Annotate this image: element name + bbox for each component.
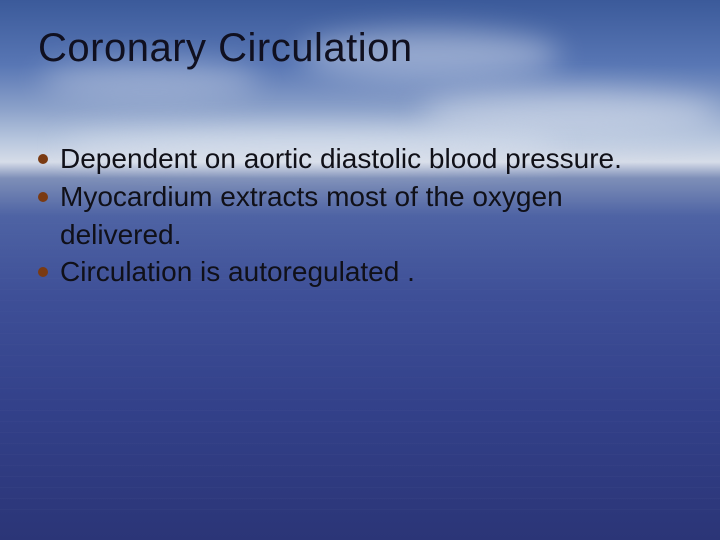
- slide-body: Dependent on aortic diastolic blood pres…: [38, 140, 680, 291]
- bullet-item: Dependent on aortic diastolic blood pres…: [38, 140, 680, 178]
- bullet-dot-icon: [38, 154, 48, 164]
- bullet-text: Dependent on aortic diastolic blood pres…: [60, 140, 622, 178]
- bullet-dot-icon: [38, 267, 48, 277]
- bullet-text: Myocardium extracts most of the oxygen d…: [60, 178, 680, 254]
- slide-title: Coronary Circulation: [38, 26, 413, 71]
- bullet-dot-icon: [38, 192, 48, 202]
- bullet-item: Circulation is autoregulated .: [38, 253, 680, 291]
- cloud-decoration: [420, 90, 720, 135]
- bullet-item: Myocardium extracts most of the oxygen d…: [38, 178, 680, 254]
- bullet-text: Circulation is autoregulated .: [60, 253, 415, 291]
- slide: Coronary Circulation Dependent on aortic…: [0, 0, 720, 540]
